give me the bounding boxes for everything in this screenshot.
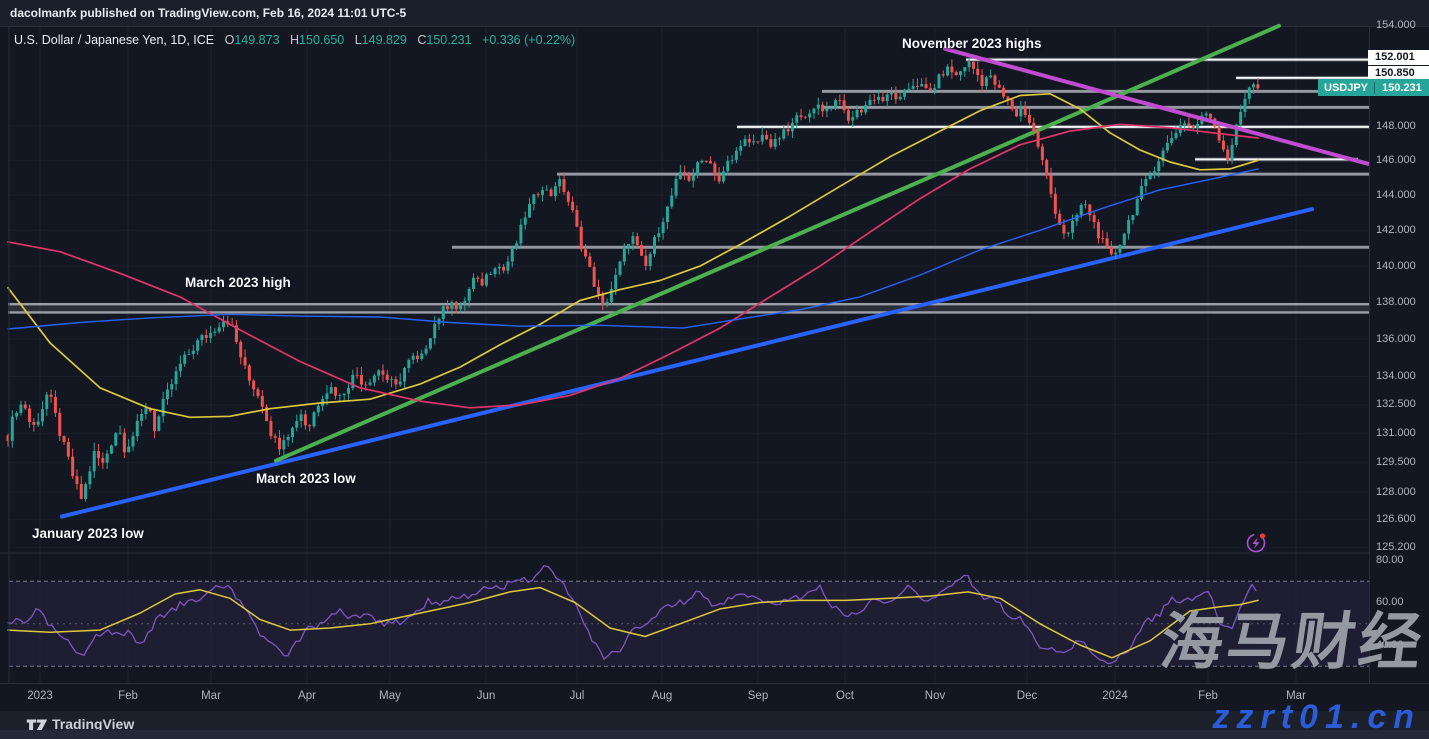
price-label-upper: 152.001 (1368, 50, 1429, 65)
bottom-strip (0, 730, 1429, 739)
rsi-axis-label: 60.00 (1376, 596, 1404, 608)
rsi-axis-label: 40.00 (1376, 638, 1404, 651)
symbol-legend[interactable]: U.S. Dollar / Japanese Yen, 1D, ICE O149… (14, 33, 575, 47)
time-axis-label: Dec (1016, 690, 1038, 702)
price-axis-label: 154.000 (1376, 19, 1416, 32)
time-axis-label: Mar (1286, 690, 1306, 702)
downtrend-from-nov-highs[interactable] (943, 46, 1370, 166)
time-axis-label: 2023 (27, 690, 53, 702)
price-axis-label: 142.000 (1376, 223, 1416, 236)
price-axis-label: 129.500 (1376, 456, 1416, 469)
high-value: 150.650 (299, 33, 345, 47)
annotation-march-2023-high: March 2023 high (185, 275, 291, 290)
low-key: L (354, 33, 362, 47)
time-axis-label: Aug (651, 690, 673, 702)
last-price-value: 150.231 (1382, 81, 1422, 94)
published-bar: dacolmanfx published on TradingView.com,… (0, 0, 1429, 27)
time-axis-label: Feb (1198, 690, 1218, 702)
price-axis-label: 134.000 (1376, 370, 1416, 383)
price-axis-label: 144.000 (1376, 188, 1416, 201)
last-price-symbol: USDJPY (1318, 81, 1376, 94)
annotation-november-2023-highs: November 2023 highs (902, 36, 1042, 51)
rising-trendline[interactable] (274, 23, 1281, 463)
open-value: 149.873 (234, 33, 280, 47)
change-value: +0.336 (+0.22%) (482, 33, 576, 47)
price-axis-label: 131.000 (1376, 427, 1416, 440)
price-axis-label: 136.000 (1376, 332, 1416, 345)
watermark-site-name: 海马财经 (1156, 608, 1429, 677)
high-key: H (290, 33, 300, 47)
time-axis-label: Jul (569, 690, 585, 702)
long-term-support[interactable] (60, 207, 1314, 519)
time-axis-label: 2024 (1102, 690, 1128, 702)
ma-blue (7, 168, 1259, 330)
price-axis-label: 128.000 (1376, 485, 1416, 498)
time-axis-label: Nov (924, 690, 946, 702)
price-label-mid: 150.850 (1368, 66, 1429, 81)
watermark-site-url: zzrt01.cn (1212, 698, 1421, 736)
ma-crimson (7, 123, 1259, 409)
rsi-ma-line (7, 586, 1259, 659)
price-axis-label: 146.000 (1376, 153, 1416, 166)
tradingview-brand-text[interactable]: TradingView (52, 716, 135, 732)
time-axis-label: Mar (201, 690, 221, 702)
price-axis-label: 132.500 (1376, 398, 1416, 411)
price-axis-border (1369, 27, 1370, 710)
lightning-icon[interactable] (1246, 533, 1266, 553)
time-axis-label: Sep (747, 690, 769, 702)
price-axis-label: 126.600 (1376, 513, 1416, 526)
symbol-title: U.S. Dollar / Japanese Yen, 1D, ICE (14, 33, 215, 47)
tradingview-logo-icon[interactable] (26, 717, 48, 738)
annotation-march-2023-low: March 2023 low (256, 471, 356, 486)
close-value: 150.231 (426, 33, 472, 47)
time-axis-label: Jun (476, 690, 496, 702)
price-axis-label: 140.000 (1376, 259, 1416, 272)
ma-yellow (7, 92, 1259, 419)
price-axis-label: 125.200 (1376, 541, 1416, 554)
close-key: C (417, 33, 427, 47)
time-axis-label: Apr (298, 690, 316, 702)
time-axis-label: Feb (118, 690, 138, 702)
open-key: O (224, 33, 235, 47)
low-value: 149.829 (361, 33, 407, 47)
rsi-line (7, 565, 1257, 665)
time-axis-label: Oct (836, 690, 854, 702)
time-axis-label: May (379, 690, 401, 702)
last-price-tag: USDJPY 150.231 (1318, 79, 1429, 96)
price-axis-label: 148.000 (1376, 119, 1416, 132)
annotation-january-2023-low: January 2023 low (32, 526, 144, 541)
price-axis-label: 138.000 (1376, 295, 1416, 308)
rsi-axis-label: 80.00 (1376, 553, 1404, 566)
